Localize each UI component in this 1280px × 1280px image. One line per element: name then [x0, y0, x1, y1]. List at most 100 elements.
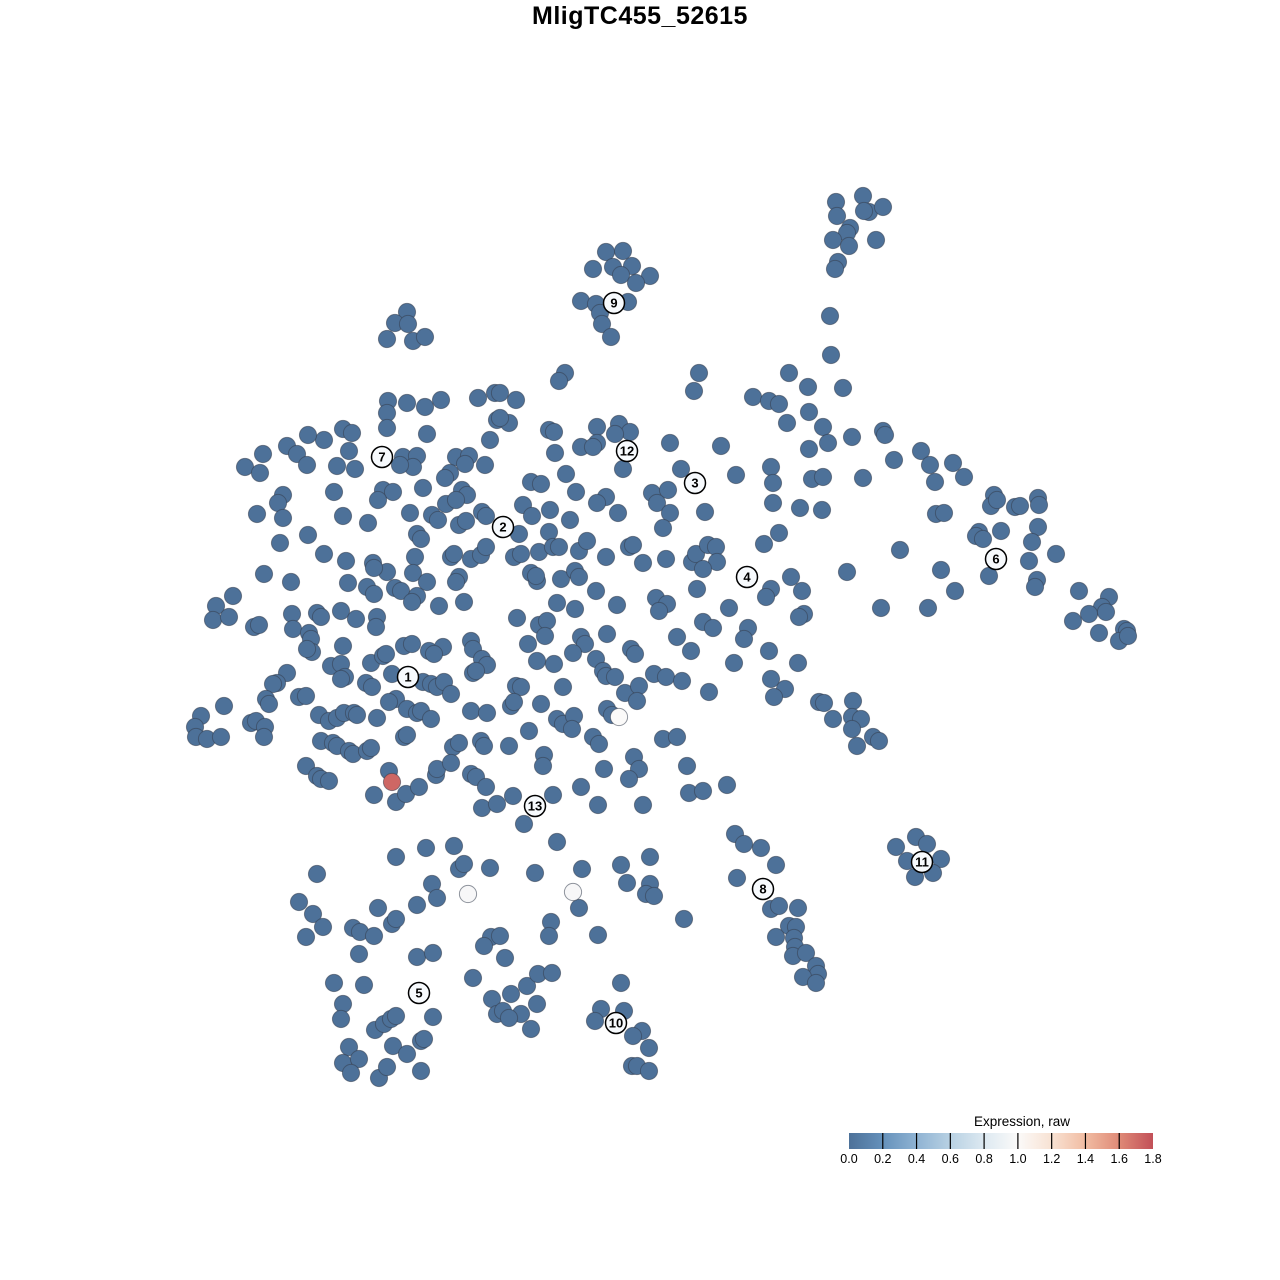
data-point [402, 634, 422, 654]
cluster-label-circle [910, 850, 934, 874]
data-point [853, 468, 873, 488]
data-point [503, 786, 523, 806]
data-point [945, 581, 965, 601]
data-point [250, 463, 270, 483]
data-point [566, 482, 586, 502]
cluster-label-number: 11 [915, 855, 929, 870]
data-point [346, 609, 366, 629]
data-point [423, 1007, 443, 1027]
data-point [759, 641, 779, 661]
data-point [463, 968, 483, 988]
data-point [605, 667, 625, 687]
data-point [383, 482, 403, 502]
data-point [625, 644, 645, 664]
data-point [843, 691, 863, 711]
data-point [477, 703, 497, 723]
data-point [571, 777, 591, 797]
page-title: MligTC455_52615 [532, 2, 748, 30]
data-point [626, 273, 646, 293]
data-point [1096, 602, 1116, 622]
data-point [588, 795, 608, 815]
data-point [1079, 604, 1099, 624]
data-point [435, 468, 455, 488]
data-point [545, 443, 565, 463]
data-point [472, 798, 492, 818]
data-point [499, 736, 519, 756]
data-point [777, 413, 797, 433]
data-point [766, 927, 786, 947]
data-point [623, 1026, 643, 1046]
data-point [331, 601, 351, 621]
data-point [339, 1037, 359, 1057]
data-point [674, 909, 694, 929]
data-point [695, 502, 715, 522]
data-point [769, 896, 789, 916]
data-point [223, 586, 243, 606]
data-point [806, 973, 826, 993]
data-point [461, 701, 481, 721]
data-point [672, 671, 692, 691]
data-point [368, 490, 388, 510]
data-point [476, 506, 496, 526]
data-point [627, 691, 647, 711]
data-point [711, 436, 731, 456]
data-point [313, 917, 333, 937]
legend-tick-label: 1.2 [1043, 1152, 1060, 1166]
data-point [273, 508, 293, 528]
cluster-label-circle [396, 665, 420, 689]
data-point [875, 425, 895, 445]
data-point-highlight [609, 707, 629, 727]
data-point [214, 696, 234, 716]
data-point [377, 1057, 397, 1077]
data-point [518, 634, 538, 654]
data-point [717, 775, 737, 795]
data-point [620, 422, 640, 442]
data-point [611, 973, 631, 993]
data-point [364, 558, 384, 578]
data-point [311, 607, 331, 627]
data-point [525, 863, 545, 883]
data-point [821, 345, 841, 365]
data-point [504, 692, 524, 712]
data-point [607, 595, 627, 615]
data-point [416, 838, 436, 858]
cluster-label-number: 4 [743, 570, 751, 585]
data-point [539, 522, 559, 542]
cluster-label-circle [615, 439, 639, 463]
data-point [647, 493, 667, 513]
data-point [693, 781, 713, 801]
data-point [511, 677, 531, 697]
data-point [796, 943, 816, 963]
data-point [296, 927, 316, 947]
legend-tick-label: 0.0 [840, 1152, 857, 1166]
data-point [398, 314, 418, 334]
data-point [455, 454, 475, 474]
data-point [521, 1019, 541, 1039]
data-point [658, 480, 678, 500]
data-point [667, 727, 687, 747]
data-point [597, 624, 617, 644]
data-point [362, 677, 382, 697]
data-point [377, 329, 397, 349]
data-point [339, 441, 359, 461]
special-points-layer [382, 707, 629, 904]
data-point [364, 926, 384, 946]
data-point [818, 433, 838, 453]
data-point [586, 581, 606, 601]
cluster-label-number: 10 [609, 1016, 623, 1031]
data-point [397, 725, 417, 745]
data-point [487, 794, 507, 814]
data-point [327, 456, 347, 476]
data-point [693, 559, 713, 579]
data-point [931, 560, 951, 580]
data-point [639, 1061, 659, 1081]
data-point [454, 592, 474, 612]
data-point [839, 236, 859, 256]
data-point [629, 676, 649, 696]
data-point [588, 925, 608, 945]
data-point [490, 383, 510, 403]
data-point [727, 868, 747, 888]
data-point [259, 694, 279, 714]
